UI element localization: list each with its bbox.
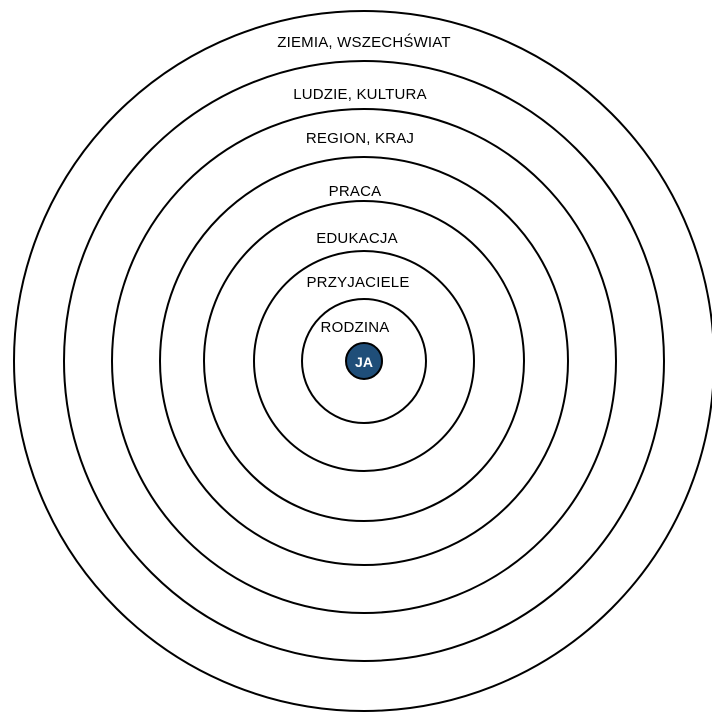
- label-przyjaciele: PRZYJACIELE: [306, 274, 409, 291]
- ring-rodzina: [301, 298, 427, 424]
- ring-ludzie-kultura: [63, 60, 665, 662]
- center-label-ja: JA: [355, 354, 373, 370]
- label-ziemia-wszechswiat: ZIEMIA, WSZECHŚWIAT: [277, 33, 451, 51]
- label-region-kraj: REGION, KRAJ: [306, 130, 414, 147]
- label-praca: PRACA: [329, 183, 382, 200]
- ring-praca: [159, 156, 569, 566]
- ring-przyjaciele: [253, 250, 475, 472]
- label-edukacja: EDUKACJA: [316, 230, 398, 247]
- ring-edukacja: [203, 200, 525, 522]
- ring-region-kraj: [111, 108, 617, 614]
- ring-ziemia-wszechswiat: [13, 10, 712, 712]
- center-circle-ja: [345, 342, 383, 380]
- label-rodzina: RODZINA: [321, 319, 390, 336]
- label-ludzie-kultura: LUDZIE, KULTURA: [293, 86, 427, 103]
